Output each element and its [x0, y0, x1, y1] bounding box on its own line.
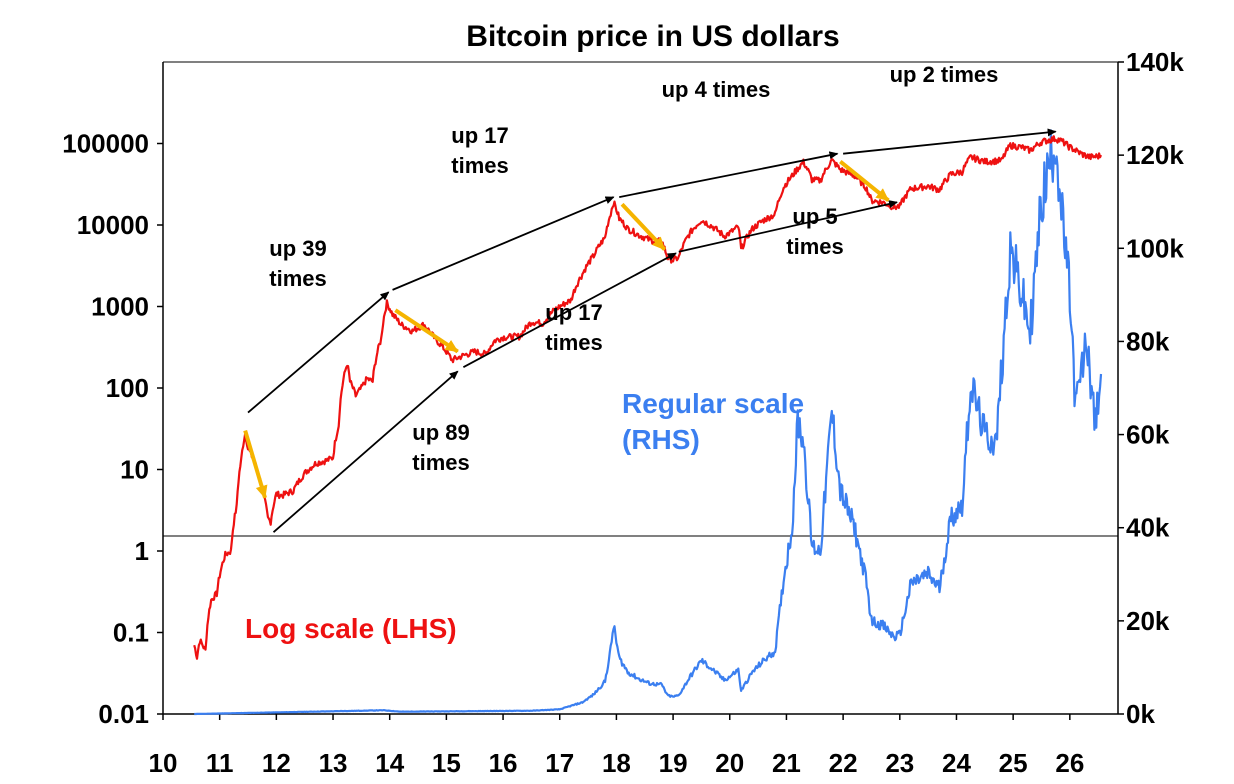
x-tick-label: 23 [885, 748, 914, 778]
regular-scale-line [194, 129, 1103, 716]
trend-arrow [462, 252, 677, 368]
regular-scale-label-line1: Regular scale [622, 388, 804, 419]
trend-annotation: times [545, 330, 602, 355]
drawdown-arrow [394, 308, 459, 354]
trend-annotation: up 17 [451, 123, 508, 148]
trend-arrow [678, 200, 898, 253]
x-tick-label: 11 [206, 748, 234, 778]
left-tick-label: 10 [120, 455, 149, 485]
log-scale-label: Log scale (LHS) [245, 613, 457, 644]
x-tick-label: 21 [772, 748, 801, 778]
trend-annotation: up 39 [269, 236, 326, 261]
right-tick-label: 0k [1126, 699, 1155, 729]
trend-arrows: up 39 times up 89 times up 17 times up 17 times… [247, 62, 1057, 533]
trend-arrow [619, 151, 839, 198]
drawdown-arrow [839, 160, 890, 203]
trend-annotation: up 5 [792, 204, 837, 229]
drawdown-arrow [243, 430, 268, 499]
right-tick-label: 120k [1126, 140, 1184, 170]
right-tick-label: 20k [1126, 606, 1170, 636]
drawdown-arrow [620, 202, 667, 251]
trend-annotation: up 17 [545, 300, 602, 325]
trend-annotation: times [269, 266, 326, 291]
x-tick-label: 20 [715, 748, 744, 778]
trend-annotation: times [786, 234, 843, 259]
x-tick-label: 26 [1055, 748, 1084, 778]
left-tick-label: 100 [106, 373, 149, 403]
right-axis-ticks: 0k 20k 40k 60k 80k 100k 120k 140k [1118, 47, 1184, 729]
x-tick-label: 12 [262, 748, 291, 778]
left-tick-label: 10000 [77, 210, 149, 240]
log-scale-line [193, 135, 1103, 660]
plot-frame [162, 61, 1119, 715]
x-tick-label: 25 [999, 748, 1028, 778]
right-tick-label: 140k [1126, 47, 1184, 77]
trend-annotation: up 4 times [662, 77, 771, 102]
x-tick-label: 22 [829, 748, 858, 778]
log-scale-series [193, 135, 1103, 660]
x-tick-label: 16 [489, 748, 518, 778]
left-tick-label: 1000 [91, 292, 149, 322]
x-tick-label: 18 [602, 748, 631, 778]
right-tick-label: 40k [1126, 513, 1170, 543]
x-tick-label: 24 [942, 748, 971, 778]
left-tick-label: 0.1 [113, 618, 149, 648]
trend-annotation: up 2 times [890, 62, 999, 87]
left-tick-label: 100000 [62, 129, 149, 159]
trend-arrow [392, 196, 615, 291]
trend-arrow [247, 291, 390, 414]
left-tick-label: 0.01 [98, 699, 149, 729]
trend-annotation: times [451, 153, 508, 178]
regular-scale-label-line2: (RHS) [622, 424, 700, 455]
x-tick-label: 13 [319, 748, 348, 778]
x-tick-label: 15 [432, 748, 461, 778]
x-tick-label: 10 [149, 748, 178, 778]
trend-arrow [843, 128, 1057, 155]
right-tick-label: 80k [1126, 326, 1170, 356]
left-tick-label: 1 [135, 536, 149, 566]
right-tick-label: 100k [1126, 233, 1184, 263]
trend-arrow [272, 370, 459, 533]
trend-annotation: times [412, 450, 469, 475]
drawdown-arrows [243, 160, 890, 499]
trend-annotation: up 89 [412, 420, 469, 445]
x-tick-label: 17 [545, 748, 574, 778]
regular-scale-series [194, 129, 1103, 716]
x-axis-ticks: 10 11 12 13 14 15 16 17 18 19 20 21 22 23 24 25 26 [149, 714, 1084, 778]
right-tick-label: 60k [1126, 420, 1170, 450]
x-tick-label: 19 [659, 748, 688, 778]
x-tick-label: 14 [375, 748, 404, 778]
left-axis-ticks: 0.01 0.1 1 10 100 1000 10000 100000 [62, 129, 163, 729]
chart-title: Bitcoin price in US dollars [466, 20, 839, 53]
